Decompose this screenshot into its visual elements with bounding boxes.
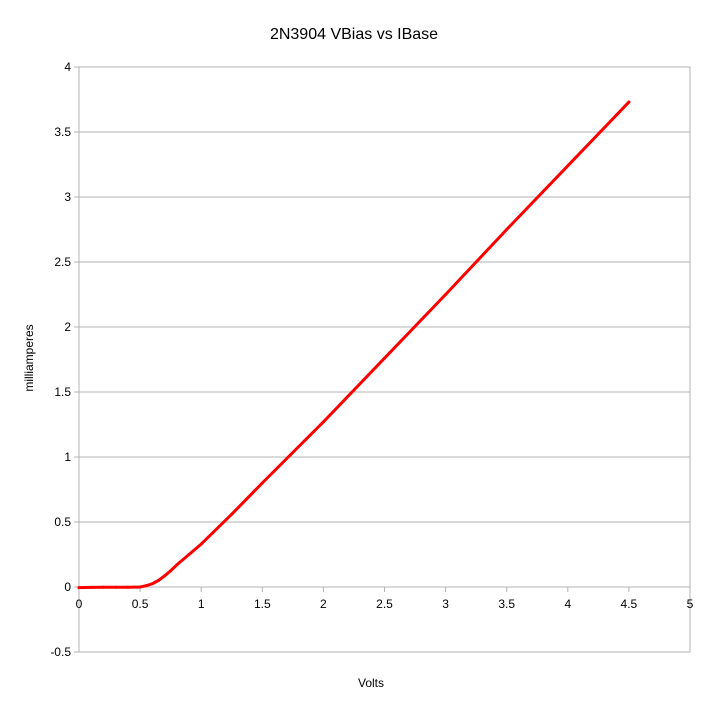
x-tick-label: 1.5 <box>254 597 271 611</box>
data-point <box>175 563 179 567</box>
data-point <box>89 585 93 589</box>
y-tick-label: -0.5 <box>50 645 71 659</box>
series-line-0 <box>77 100 631 590</box>
data-point <box>163 574 167 578</box>
data-point <box>150 582 154 586</box>
y-tick-label: 0.5 <box>54 515 71 529</box>
y-tick-label: 3.5 <box>54 125 71 139</box>
data-point <box>321 420 325 424</box>
y-tick-label: 4 <box>64 60 71 74</box>
x-tick-label: 1 <box>198 597 205 611</box>
x-tick-label: 4.5 <box>621 597 638 611</box>
data-point <box>444 293 448 296</box>
y-tick-label: 2.5 <box>54 255 71 269</box>
data-point <box>114 585 118 589</box>
axis-ticks: -0.5 0 0.5 1 1.5 2 2.5 3 3.5 4 0 0.5 1 1.5 2 2.5 3 3.5 4 4.… <box>50 60 693 659</box>
x-tick-label: 0 <box>76 597 83 611</box>
data-point <box>169 569 173 573</box>
x-tick-label: 2.5 <box>376 597 393 611</box>
x-tick-label: 3 <box>442 597 449 611</box>
series-layer <box>77 100 631 590</box>
data-point <box>144 584 148 588</box>
y-tick-label: 2 <box>64 320 71 334</box>
x-tick-label: 3.5 <box>498 597 515 611</box>
y-tick-label: 1 <box>64 450 71 464</box>
x-tick-label: 5 <box>687 597 694 611</box>
data-point <box>77 586 81 590</box>
data-point <box>187 553 191 556</box>
x-axis-title: Volts <box>358 676 384 690</box>
y-tick-label: 1.5 <box>54 385 71 399</box>
data-point <box>230 512 234 516</box>
plot-area-frame <box>78 66 691 653</box>
y-tick-label: 0 <box>64 580 71 594</box>
data-point <box>138 585 142 589</box>
data-point <box>101 585 105 589</box>
y-tick-label: 3 <box>64 190 71 204</box>
chart-title: 2N3904 VBias vs IBase <box>270 26 438 43</box>
data-point <box>260 481 264 485</box>
data-point <box>199 542 203 546</box>
x-tick-label: 4 <box>564 597 571 611</box>
data-point <box>566 164 570 168</box>
x-tick-label: 0.5 <box>132 597 149 611</box>
data-point <box>627 100 631 104</box>
y-axis-title: milliamperes <box>22 324 36 391</box>
data-point <box>383 356 386 360</box>
data-point <box>156 579 160 582</box>
data-point <box>505 228 509 231</box>
x-tick-label: 2 <box>320 597 327 611</box>
data-point <box>126 585 130 589</box>
